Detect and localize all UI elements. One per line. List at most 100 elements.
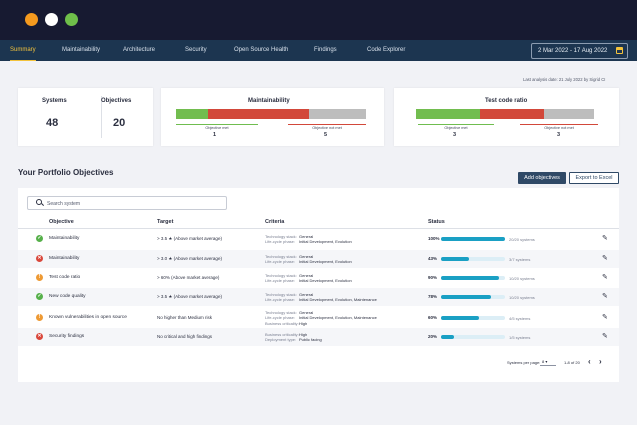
edit-icon[interactable]: ✎: [602, 235, 608, 242]
table-row[interactable]: [18, 250, 619, 268]
objective-target: No critical and high findings: [157, 334, 213, 339]
objective-target: > 3.5 ★ (Above market average): [157, 294, 222, 299]
maintainability-notmet-label: Objective not met: [288, 124, 366, 130]
column-header-criteria[interactable]: Criteria: [265, 219, 285, 225]
objective-target: No higher than Medium risk: [157, 315, 213, 320]
edit-icon[interactable]: ✎: [602, 333, 608, 340]
status-percentage: 43%: [428, 256, 438, 261]
date-range-picker[interactable]: 2 Mar 2022 - 17 Aug 2022: [531, 43, 628, 59]
criteria-key: Technology stack:: [265, 291, 297, 297]
criteria-key: Life-cycle phase:: [265, 315, 296, 321]
status-progress-bar: [441, 295, 505, 299]
progress-fill: [441, 276, 499, 280]
objective-name: Maintainability: [49, 236, 80, 241]
criteria-key: Life-cycle phase:: [265, 239, 296, 244]
criteria-key: Technology stack:: [265, 253, 297, 259]
objective-warning-icon: !: [36, 274, 43, 281]
objective-criteria: Technology stack: General Life-cycle phase…: [265, 292, 377, 303]
search-input[interactable]: [27, 196, 227, 210]
divider: [101, 96, 102, 138]
criteria-key: Life-cycle phase:: [265, 278, 296, 283]
main-navigation: [0, 40, 637, 61]
export-to-excel-button[interactable]: Export to Excel: [569, 172, 619, 184]
column-header-objective[interactable]: Objective: [49, 219, 74, 225]
systems-count: 10/20 systems: [509, 294, 535, 300]
criteria-value: General: [299, 272, 314, 278]
progress-fill: [441, 295, 491, 299]
tab-maintainability[interactable]: Maintainability: [62, 47, 101, 53]
status-progress-bar: [441, 237, 505, 241]
test-code-ratio-notmet-count: 3: [557, 132, 561, 138]
test-code-ratio-title: Test code ratio: [485, 98, 528, 104]
systems-count: 1/5 systems: [509, 334, 531, 340]
objective-name: New code quality: [49, 294, 86, 299]
column-header-status[interactable]: Status: [428, 219, 445, 225]
objective-not-met-icon: ✕: [36, 333, 43, 340]
criteria-key: Business criticality:: [265, 320, 299, 326]
systems-count: 4/5 systems: [509, 315, 531, 321]
tab-security[interactable]: Security: [185, 47, 207, 53]
criteria-value: Initial Development, Evolution, Maintena…: [299, 315, 377, 321]
pagination-range: 1-8 of 20: [564, 360, 580, 365]
test-code-ratio-notmet-label: Objective not met: [520, 124, 598, 130]
objective-met-icon: ✓: [36, 235, 43, 242]
title-bar: [0, 0, 637, 40]
edit-icon[interactable]: ✎: [602, 293, 608, 300]
tab-open-source-health[interactable]: Open Source Health: [234, 47, 289, 53]
criteria-value: Initial Development, Evolution: [299, 259, 352, 264]
add-objectives-button[interactable]: Add objectives: [518, 172, 566, 184]
test-code-ratio-met-label: Objective met: [418, 124, 494, 130]
search-icon: [36, 199, 42, 205]
tab-findings[interactable]: Findings: [314, 47, 337, 53]
calendar-icon[interactable]: [616, 47, 623, 54]
maintainability-title: Maintainability: [248, 98, 290, 104]
maximize-dot[interactable]: [65, 13, 78, 26]
criteria-value: Initial Development, Evolution, Maintena…: [299, 297, 377, 302]
objective-criteria: Technology stack: General Life-cycle phase…: [265, 273, 352, 284]
edit-icon[interactable]: ✎: [602, 274, 608, 281]
criteria-value: Initial Development, Evolution: [299, 239, 352, 244]
maintainability-notmet-count: 5: [324, 132, 328, 138]
criteria-value: General: [299, 309, 314, 315]
last-analysis-date: Last analysis date: 21 July 2022 by Sigr…: [523, 77, 606, 82]
section-title: Your Portfolio Objectives: [18, 168, 114, 177]
bar-segment: [416, 109, 480, 119]
status-percentage: 100%: [428, 236, 440, 241]
column-header-target[interactable]: Target: [157, 219, 174, 225]
tab-code-explorer[interactable]: Code Explorer: [367, 47, 406, 53]
criteria-value: Initial Development, Evolution: [299, 278, 352, 283]
criteria-value: General: [299, 291, 314, 297]
objectives-label: Objectives: [101, 98, 132, 104]
objective-criteria: Business criticality:High Deployment type…: [265, 332, 322, 343]
tab-architecture[interactable]: Architecture: [123, 47, 156, 53]
per-page-select[interactable]: 8 ▾: [540, 358, 556, 366]
close-dot[interactable]: [25, 13, 38, 26]
status-progress-bar: [441, 335, 505, 339]
edit-icon[interactable]: ✎: [602, 255, 608, 262]
objective-name: Security findings: [49, 334, 85, 339]
test-code-ratio-met-count: 3: [453, 132, 457, 138]
previous-page-button[interactable]: ‹: [588, 357, 591, 366]
bar-segment: [176, 109, 208, 119]
criteria-value: High: [299, 320, 308, 326]
status-progress-bar: [441, 316, 505, 320]
objective-name: Known vulnerabilities in open source: [49, 315, 127, 320]
tab-summary[interactable]: Summary: [10, 40, 36, 61]
objectives-table-panel: [18, 188, 619, 382]
edit-icon[interactable]: ✎: [602, 314, 608, 321]
systems-count: 48: [46, 117, 59, 129]
objective-criteria: Technology stack: General Life-cycle phase…: [265, 310, 377, 327]
table-row[interactable]: [18, 328, 619, 346]
objective-warning-icon: !: [36, 314, 43, 321]
criteria-key: Life-cycle phase:: [265, 297, 296, 302]
status-percentage: 78%: [428, 294, 438, 299]
criteria-key: Technology stack:: [265, 272, 297, 278]
pagination-label: Systems per page:: [507, 360, 541, 365]
minimize-dot[interactable]: [45, 13, 58, 26]
maintainability-met-count: 1: [213, 132, 217, 138]
next-page-button[interactable]: ›: [599, 357, 602, 366]
progress-fill: [441, 237, 505, 241]
table-row[interactable]: [18, 288, 619, 306]
criteria-key: Technology stack:: [265, 233, 297, 239]
summary-card: Systems 48 Objectives 20: [18, 88, 153, 146]
